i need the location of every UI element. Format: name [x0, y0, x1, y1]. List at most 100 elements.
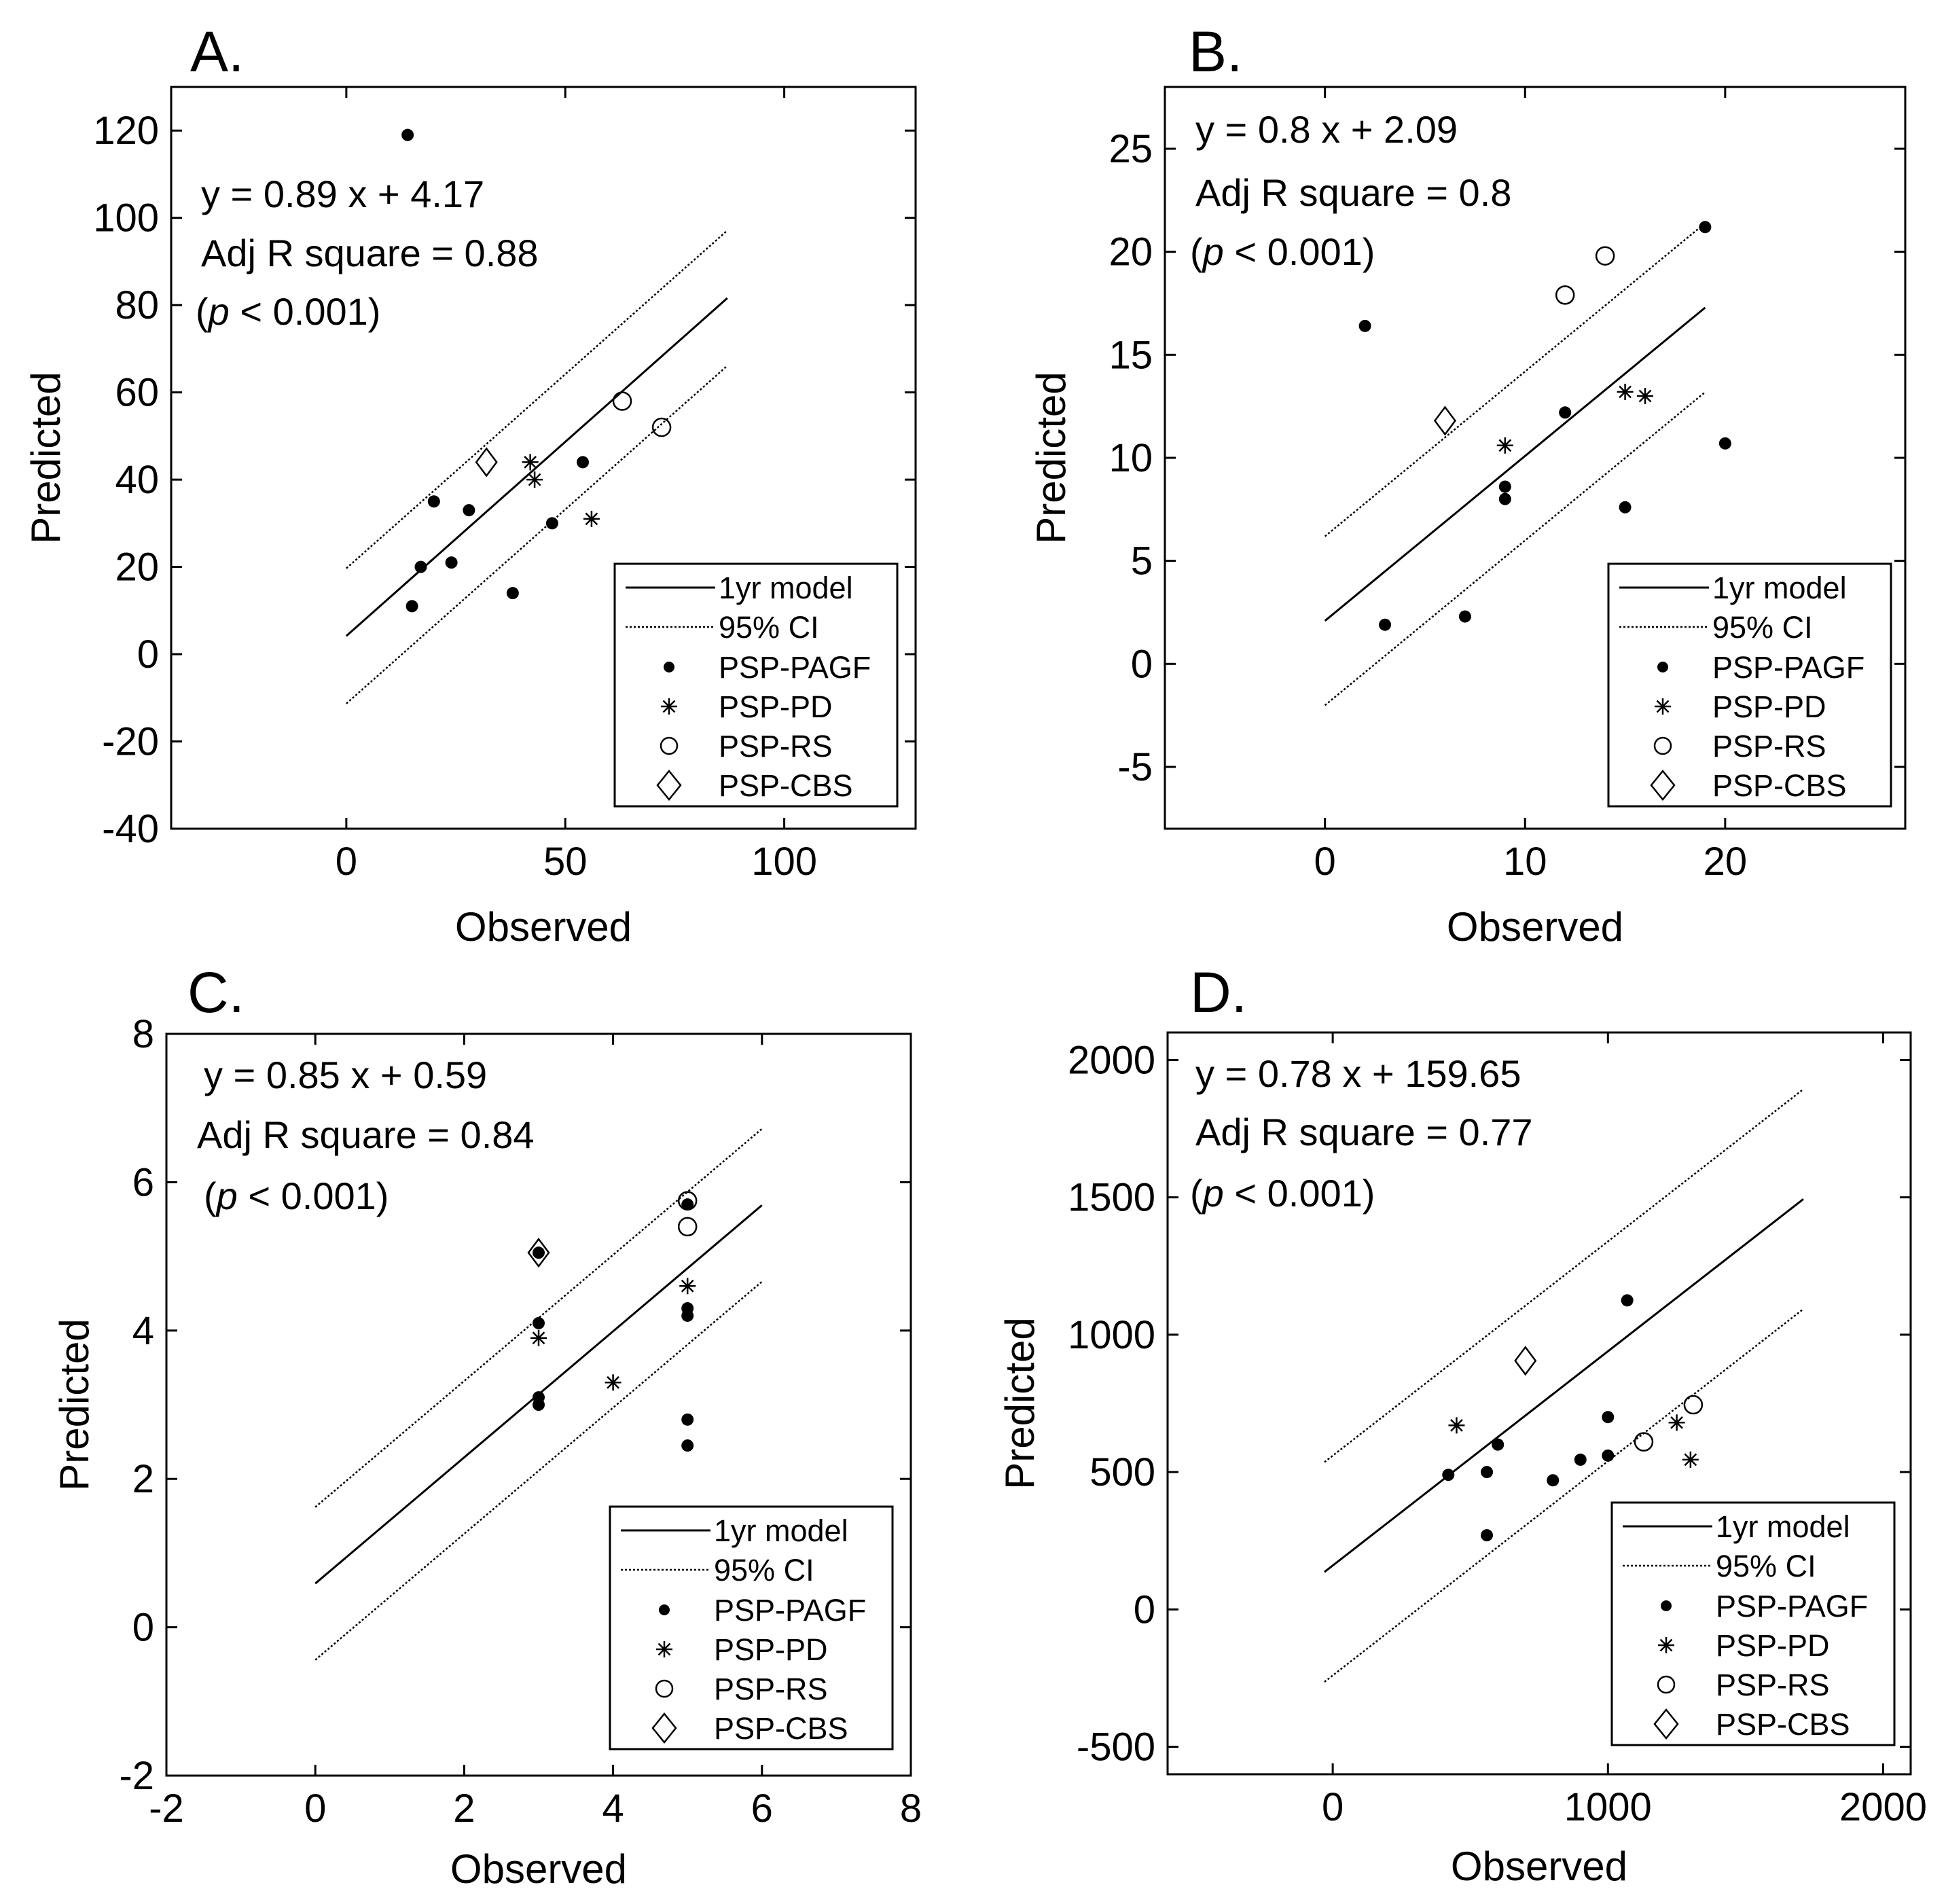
y-tick-label: -20: [102, 720, 159, 764]
point-pagf: [414, 560, 427, 573]
panel-b-xlabel: Observed: [1447, 904, 1623, 950]
panel-b-legend: 1yr model 95% CI PSP-PAGF PSP-PD PSP-RS …: [1607, 562, 1892, 808]
point-pagf: [427, 495, 440, 508]
legend-ci-label: 95% CI: [714, 1553, 814, 1587]
point-pagf: [1498, 480, 1511, 493]
point-pagf: [681, 1198, 694, 1211]
panel-b-pvalue-rest: < 0.001): [1224, 230, 1375, 273]
y-tick-label: 60: [115, 371, 159, 415]
legend-pagf-marker: [1661, 1600, 1672, 1611]
point-pd: [583, 510, 600, 527]
panel-c-ylabel: Predicted: [52, 1318, 97, 1490]
point-pd: [1617, 383, 1634, 400]
x-tick-label: -2: [149, 1786, 184, 1831]
point-pd: [1668, 1414, 1685, 1431]
point-pagf: [1621, 1294, 1634, 1307]
point-rs: [1555, 285, 1575, 305]
x-tick-label: 2: [453, 1786, 475, 1831]
panel-b-pvalue: (p < 0.001): [1190, 230, 1375, 273]
y-tick-label: 10: [1109, 436, 1153, 480]
point-pagf: [681, 1439, 694, 1452]
point-rs: [612, 391, 632, 411]
legend-pd-star-stroke: [662, 700, 676, 713]
point-pd: [530, 1329, 547, 1346]
point-pagf: [1458, 610, 1471, 623]
panel-a-xlabel: Observed: [455, 904, 632, 950]
panel-a-equation: y = 0.89 x + 4.17: [201, 173, 484, 215]
legend-cbs-marker: [1650, 770, 1676, 801]
panel-d: D. 0 1000 2000 -500 0 500 1000 1500 2000 Observe…: [997, 960, 1927, 1889]
panel-a-adj-r2: Adj R square = 0.88: [201, 232, 539, 274]
legend-pd-star: [661, 698, 677, 715]
point-pagf: [545, 517, 558, 530]
panel-c-equation: y = 0.85 x + 0.59: [204, 1054, 487, 1096]
legend-rs-label: PSP-RS: [719, 729, 833, 764]
legend-pd-label: PSP-PD: [719, 689, 833, 724]
y-tick-label: 1000: [1068, 1313, 1155, 1357]
y-tick-label: 25: [1109, 127, 1153, 171]
panel-b-pvalue-p: p: [1202, 230, 1224, 273]
panel-b-adj-r2: Adj R square = 0.8: [1195, 171, 1511, 214]
panel-d-pvalue-open: (: [1190, 1172, 1203, 1215]
legend-pagf-marker: [664, 662, 674, 672]
point-pd: [679, 1278, 696, 1295]
point-pd: [1637, 388, 1654, 404]
legend-pd-star: [1658, 1637, 1674, 1653]
legend-rs-label: PSP-RS: [1712, 729, 1826, 764]
legend-fit-label: 1yr model: [719, 571, 853, 605]
point-pagf: [1574, 1453, 1587, 1466]
ci-lower-line: [1324, 1308, 1804, 1683]
point-pd-stroke: [1638, 389, 1652, 403]
point-pd: [522, 454, 539, 471]
point-pd-stroke: [607, 1376, 619, 1389]
legend-box: [613, 562, 899, 808]
legend-cbs-label: PSP-CBS: [719, 768, 853, 803]
x-tick-label: 10: [1503, 840, 1547, 884]
point-pd: [605, 1374, 621, 1391]
point-pagf: [1602, 1411, 1615, 1424]
panel-a-axes-box: [170, 86, 917, 830]
panel-c-axes-box: [165, 1032, 912, 1777]
legend-pagf-label: PSP-PAGF: [719, 650, 871, 685]
y-tick-label: 0: [137, 632, 159, 677]
x-tick-label: 6: [751, 1786, 773, 1831]
panel-c: C. -2 0 2 4 6 8 -2 0 2 4 6 8 Observed Predicted y =…: [52, 960, 922, 1892]
panel-c-ticks: -2 0 2 4 6 8 -2 0 2 4 6 8: [119, 1012, 922, 1831]
legend-rs-marker: [1653, 736, 1672, 755]
panel-c-pvalue-rest: < 0.001): [238, 1174, 389, 1217]
legend-rs-label: PSP-RS: [714, 1672, 828, 1706]
legend-cbs-marker: [651, 1712, 677, 1744]
panel-a-pvalue-rest: < 0.001): [230, 290, 381, 333]
legend-rs-marker: [660, 736, 679, 755]
panel-d-markers: [1442, 1294, 1704, 1542]
y-tick-label: 40: [115, 458, 159, 502]
y-tick-label: 100: [93, 196, 159, 240]
legend-ci-label: 95% CI: [1712, 610, 1813, 645]
panel-a-label: A.: [190, 20, 244, 84]
y-tick-label: 500: [1089, 1450, 1155, 1494]
point-pd: [526, 471, 543, 488]
point-pagf: [1492, 1438, 1504, 1451]
point-pagf: [506, 587, 519, 600]
panel-c-label: C.: [187, 960, 245, 1024]
panel-a-ticks: 0 50 100 -40 -20 0 20 40 60 80 100 120: [93, 87, 916, 884]
x-tick-label: 4: [602, 1786, 624, 1831]
panel-c-pvalue-open: (: [204, 1174, 217, 1217]
legend-pd-star-stroke: [1659, 1638, 1673, 1652]
legend-cbs-label: PSP-CBS: [1716, 1707, 1850, 1742]
point-cbs: [527, 1238, 550, 1268]
point-pagf: [445, 556, 458, 569]
point-pd-stroke: [1498, 439, 1512, 452]
point-pagf: [1547, 1474, 1560, 1487]
point-pd-stroke: [1670, 1416, 1683, 1429]
panel-d-xlabel: Observed: [1451, 1844, 1627, 1889]
panel-a-pvalue-open: (: [196, 290, 209, 333]
point-pagf: [577, 456, 590, 469]
panel-a-legend: 1yr model 95% CI PSP-PAGF PSP-PD PSP-RS …: [613, 562, 899, 808]
point-pagf: [1358, 319, 1371, 332]
panel-c-legend: 1yr model 95% CI PSP-PAGF PSP-PD PSP-RS …: [609, 1505, 894, 1750]
panel-b-pvalue-open: (: [1190, 230, 1203, 273]
legend-rs-label: PSP-RS: [1716, 1668, 1830, 1702]
panel-c-adj-r2: Adj R square = 0.84: [197, 1113, 535, 1156]
y-tick-label: -2: [119, 1754, 154, 1798]
